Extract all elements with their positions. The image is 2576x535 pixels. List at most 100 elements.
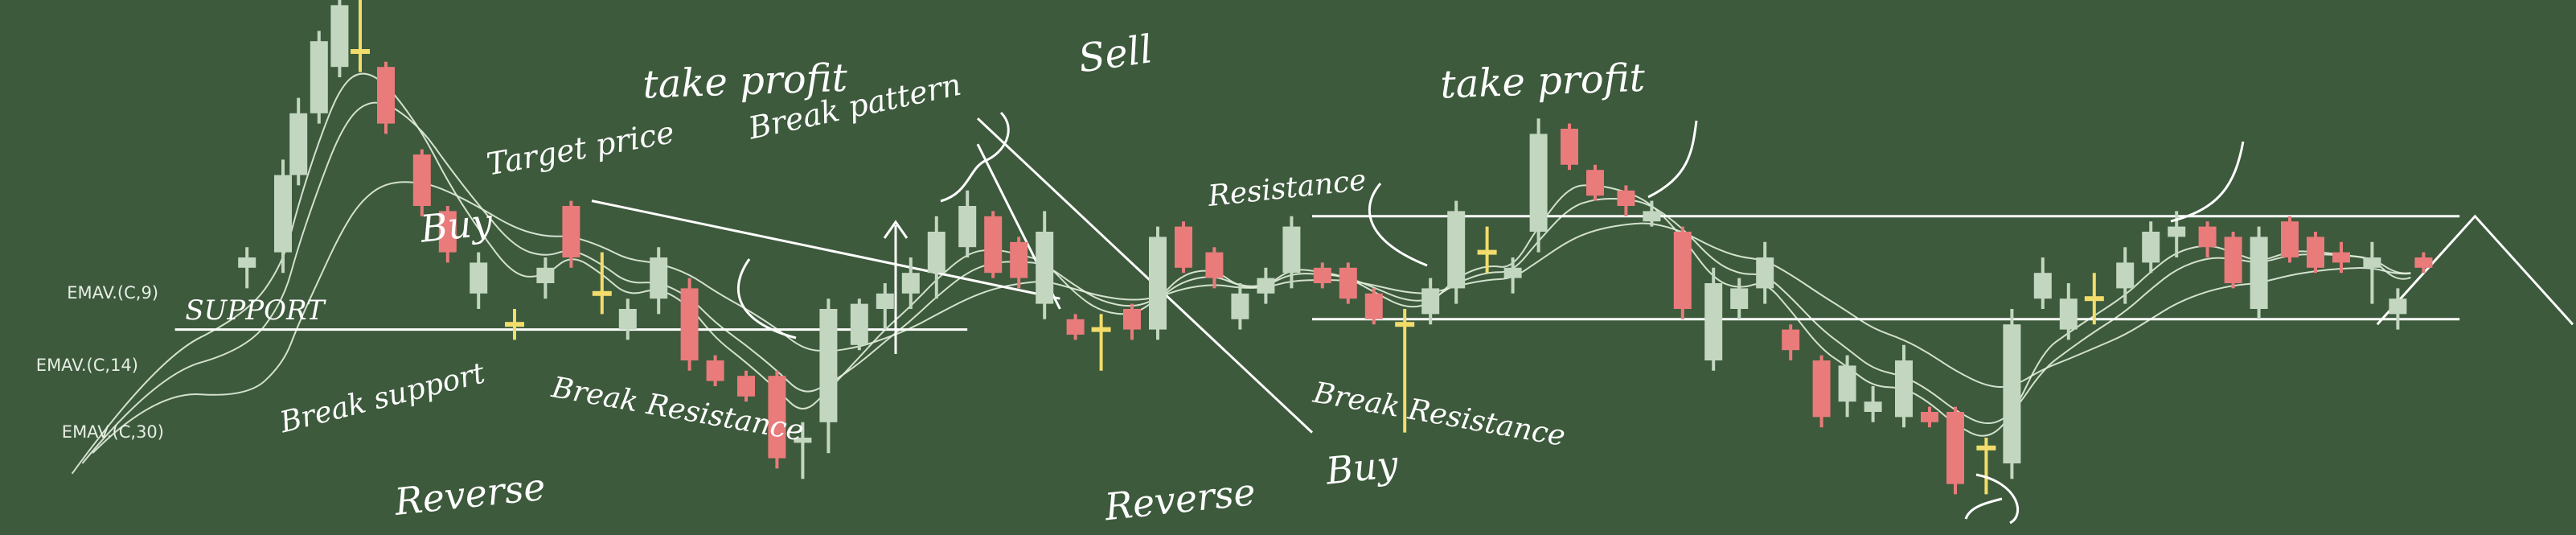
candle-body <box>1066 319 1085 335</box>
candle <box>1895 344 1913 428</box>
candle <box>876 283 894 330</box>
candle-body <box>2168 226 2186 237</box>
leader-stroke <box>1647 120 1698 199</box>
candle <box>438 206 457 263</box>
candle-body <box>536 267 555 283</box>
candle-body <box>1864 401 1882 412</box>
candle <box>706 355 724 386</box>
candle <box>1036 211 1054 319</box>
candle-body <box>2116 262 2135 289</box>
candle <box>1946 406 1964 495</box>
leader-stroke <box>736 258 797 340</box>
candle <box>2033 257 2052 309</box>
leader-stroke <box>1964 497 2003 520</box>
candle <box>1782 324 1800 360</box>
annotation-label: Sell <box>1076 27 1155 81</box>
candle <box>850 298 868 351</box>
candle-body <box>562 206 580 257</box>
candle <box>1066 314 1085 340</box>
candle-body <box>2389 298 2407 315</box>
candle-body <box>1205 252 1224 278</box>
candle <box>238 247 256 289</box>
candle-body <box>289 113 308 175</box>
candle <box>984 211 1003 278</box>
candle-body <box>1895 360 1913 418</box>
candle <box>1756 241 1774 304</box>
leader-stroke <box>1368 183 1428 267</box>
candle-body <box>1643 211 1661 222</box>
candle <box>958 190 977 257</box>
candle <box>1091 314 1111 371</box>
annotation-label: SUPPORT <box>185 294 326 327</box>
candle <box>412 149 431 216</box>
candle <box>1477 226 1497 274</box>
candle <box>1175 221 1192 274</box>
candle <box>2414 252 2433 274</box>
candle <box>1282 216 1301 289</box>
ema-label: EMAV.(C,9) <box>67 283 158 302</box>
candle <box>536 257 555 299</box>
candle <box>1704 267 1723 371</box>
candle <box>1673 226 1692 319</box>
candle <box>737 370 755 402</box>
candle <box>2142 221 2160 274</box>
trendline-target-trend <box>591 200 1060 300</box>
candle-body <box>2059 298 2078 330</box>
candle <box>1976 438 1996 495</box>
ema-layer <box>71 72 2411 475</box>
candle-body <box>412 154 431 206</box>
candle <box>1730 278 1749 319</box>
candle-body <box>1091 327 1111 332</box>
candle <box>618 298 637 340</box>
candle <box>2332 241 2350 274</box>
candle <box>2224 232 2242 289</box>
candle <box>1364 288 1383 325</box>
candle-body <box>1339 267 1357 299</box>
candle-body <box>2332 252 2350 263</box>
candle <box>562 200 580 268</box>
candle <box>1838 355 1856 418</box>
candle <box>2250 226 2268 319</box>
candle-body <box>351 49 370 54</box>
candle <box>1123 303 1141 340</box>
candle <box>1864 386 1882 422</box>
candle <box>1586 164 1604 201</box>
candle-body <box>1730 288 1749 309</box>
ema-label: EMAV.(C,14) <box>36 356 138 375</box>
ema-line-2 <box>81 101 2411 464</box>
candle-body <box>1395 322 1415 327</box>
candle-body <box>505 322 524 327</box>
candle <box>1529 118 1548 253</box>
candle <box>2116 247 2135 304</box>
candle-body <box>1812 360 1831 418</box>
candle-body <box>927 232 945 274</box>
target-arrow-head <box>883 220 909 239</box>
candle <box>2389 288 2407 330</box>
candle <box>505 309 524 340</box>
trendline-sell-trend-a <box>976 117 1314 434</box>
candle-body <box>438 211 457 253</box>
candle <box>1339 262 1357 304</box>
annotation-label: Buy <box>1323 442 1401 492</box>
candle-body <box>592 290 612 296</box>
candle <box>1395 309 1415 433</box>
candle-body <box>901 273 920 294</box>
candle-layer <box>238 0 2433 495</box>
candle <box>351 0 370 72</box>
candle-body <box>1257 278 1275 294</box>
ema-line-3 <box>92 181 2411 454</box>
annotation-label: take profit <box>1439 56 1646 108</box>
candle-body <box>2224 237 2242 283</box>
candle-body <box>1503 267 1522 278</box>
candle <box>1313 262 1331 289</box>
leader-stroke <box>1975 473 2019 525</box>
candle-body <box>1976 445 1996 451</box>
candle <box>592 252 612 315</box>
candle-body <box>2414 257 2433 268</box>
candle <box>1010 237 1028 289</box>
candle <box>901 257 920 309</box>
arrow-layer <box>736 111 2245 525</box>
candle-body <box>2307 237 2324 268</box>
candle <box>1149 226 1167 340</box>
candle <box>927 216 945 299</box>
